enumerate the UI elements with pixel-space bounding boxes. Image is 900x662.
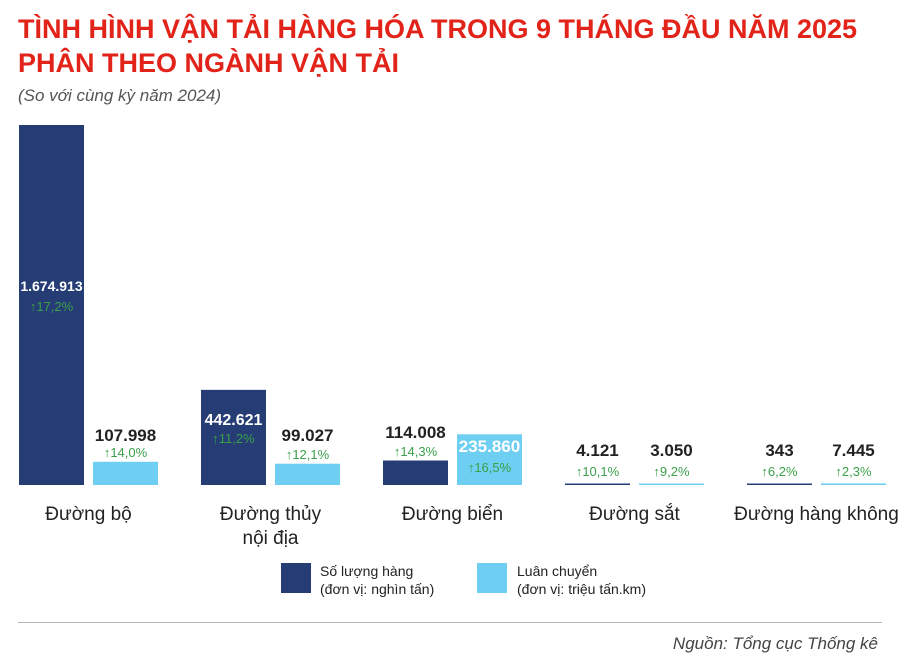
- category-label-4: Đường hàng không: [734, 504, 899, 525]
- growth-label-turnover-1: ↑12,1%: [286, 447, 330, 462]
- legend-volume-unit: (đơn vị: nghìn tấn): [320, 581, 435, 597]
- bar-volume-4: [747, 483, 812, 485]
- legend-label-volume: Số lượng hàng (đơn vị: nghìn tấn): [320, 562, 434, 598]
- chart-subtitle: (So với cùng kỳ năm 2024): [18, 86, 222, 105]
- chart-title-line-2: PHÂN THEO NGÀNH VẬN TẢI: [18, 48, 400, 78]
- bar-turnover-1: [275, 463, 340, 485]
- category-label-1-0: Đường thủy: [220, 504, 322, 525]
- footer-divider: [18, 622, 882, 623]
- value-label-volume-4: 343: [765, 441, 793, 460]
- growth-label-volume-0: ↑17,2%: [30, 299, 74, 314]
- growth-label-turnover-2: ↑16,5%: [468, 460, 512, 475]
- legend-turnover-unit: (đơn vị: triệu tấn.km): [517, 581, 646, 597]
- value-label-turnover-0: 107.998: [95, 426, 156, 445]
- value-label-volume-1: 442.621: [205, 412, 263, 429]
- legend-turnover-title: Luân chuyển: [517, 563, 598, 579]
- value-label-turnover-2: 235.860: [459, 437, 520, 456]
- bar-turnover-3: [639, 483, 704, 485]
- growth-label-turnover-3: ↑9,2%: [653, 464, 690, 479]
- value-label-volume-0: 1.674.913: [20, 278, 82, 294]
- bar-turnover-0: [93, 461, 158, 485]
- legend-volume-title: Số lượng hàng: [320, 563, 414, 579]
- bar-turnover-2: [457, 434, 522, 485]
- growth-label-volume-2: ↑14,3%: [394, 444, 438, 459]
- category-label-2: Đường biển: [402, 504, 503, 525]
- growth-label-volume-4: ↑6,2%: [761, 464, 798, 479]
- bar-volume-1: [201, 389, 266, 485]
- growth-label-turnover-0: ↑14,0%: [104, 445, 148, 460]
- growth-label-turnover-4: ↑2,3%: [835, 464, 872, 479]
- chart-title: TÌNH HÌNH VẬN TẢI HÀNG HÓA TRONG 9 THÁNG…: [18, 12, 888, 80]
- source-note: Nguồn: Tổng cục Thống kê: [672, 634, 878, 653]
- value-label-volume-3: 4.121: [576, 441, 619, 460]
- growth-label-volume-3: ↑10,1%: [576, 464, 620, 479]
- bar-volume-2: [383, 460, 448, 485]
- value-label-turnover-3: 3.050: [650, 441, 693, 460]
- growth-label-volume-1: ↑11,2%: [212, 431, 255, 446]
- category-label-3: Đường sắt: [589, 503, 680, 525]
- value-label-turnover-1: 99.027: [282, 426, 334, 445]
- chart-title-line-1: TÌNH HÌNH VẬN TẢI HÀNG HÓA TRONG 9 THÁNG…: [18, 14, 858, 44]
- bar-volume-3: [565, 483, 630, 485]
- legend-swatch-volume: [281, 563, 311, 593]
- category-label-1-1: nội địa: [243, 528, 299, 549]
- bar-volume-0: [19, 125, 84, 485]
- legend-label-turnover: Luân chuyển (đơn vị: triệu tấn.km): [517, 562, 646, 598]
- legend-swatch-turnover: [477, 563, 507, 593]
- value-label-turnover-4: 7.445: [832, 441, 875, 460]
- bar-turnover-4: [821, 483, 886, 485]
- value-label-volume-2: 114.008: [385, 423, 446, 442]
- category-label-0: Đường bộ: [45, 504, 131, 525]
